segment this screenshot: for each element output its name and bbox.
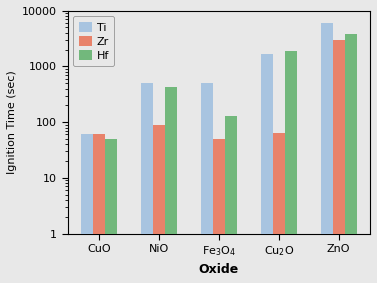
Bar <box>285 51 297 283</box>
Bar <box>273 132 285 283</box>
Legend: Ti, Zr, Hf: Ti, Zr, Hf <box>73 16 115 66</box>
Bar <box>141 83 153 283</box>
Bar <box>153 125 165 283</box>
Y-axis label: Ignition Time (sec): Ignition Time (sec) <box>7 70 17 174</box>
Bar <box>225 116 237 283</box>
Bar <box>165 87 177 283</box>
Bar <box>345 34 357 283</box>
Bar <box>81 134 93 283</box>
Bar <box>105 139 117 283</box>
X-axis label: Oxide: Oxide <box>199 263 239 276</box>
Bar <box>321 23 333 283</box>
Bar <box>333 40 345 283</box>
Bar <box>201 83 213 283</box>
Bar <box>93 134 105 283</box>
Bar <box>213 139 225 283</box>
Bar <box>261 53 273 283</box>
